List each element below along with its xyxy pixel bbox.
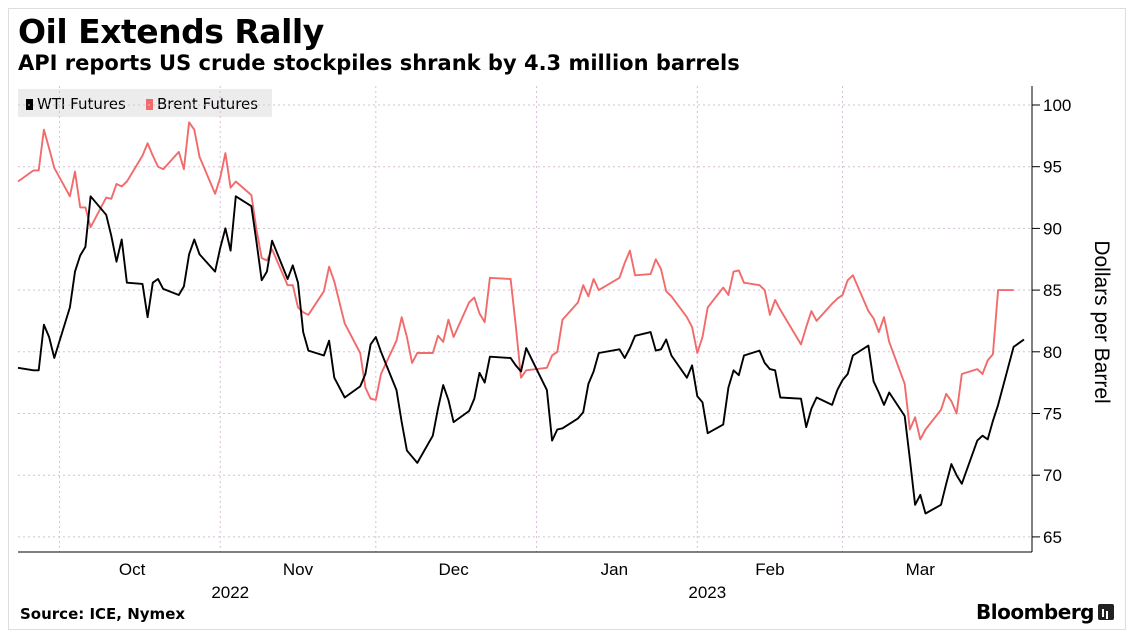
y-tick-label: 90: [1043, 219, 1062, 238]
x-tick-label: Nov: [283, 560, 314, 579]
brand-name: Bloomberg: [976, 600, 1094, 624]
y-tick-label: 75: [1043, 405, 1062, 424]
bloomberg-logo: Bloomberg: [976, 600, 1114, 624]
x-tick-label: Jan: [601, 560, 628, 579]
x-tick-label: Dec: [438, 560, 469, 579]
bloomberg-icon: [1098, 604, 1114, 620]
chart-subtitle: API reports US crude stockpiles shrank b…: [18, 51, 740, 75]
x-axis: Oct Nov Dec Jan Feb Mar 2022 2023: [18, 551, 1032, 602]
x-tick-label: Oct: [119, 560, 146, 579]
gridlines: [18, 86, 1032, 552]
y-tick-label: 80: [1043, 343, 1062, 362]
x-tick-label: Mar: [906, 560, 936, 579]
source-note: Source: ICE, Nymex: [20, 605, 186, 623]
series-line-wti: [17, 195, 1025, 515]
x-tick-label: Feb: [755, 560, 784, 579]
series-line-brent: [17, 121, 1014, 441]
legend-label-brent: Brent Futures: [157, 95, 259, 113]
chart-frame: [8, 8, 1126, 630]
y-tick-label: 100: [1043, 96, 1071, 115]
y-tick-label: 70: [1043, 466, 1062, 485]
y-axis: 65 70 75 80 85 90 95 100: [1031, 86, 1071, 552]
y-axis-label: Dollars per Barrel: [1090, 240, 1113, 403]
x-year-label: 2022: [211, 583, 249, 602]
chart-title: Oil Extends Rally: [18, 12, 324, 51]
x-year-label: 2023: [688, 583, 726, 602]
y-tick-label: 85: [1043, 281, 1062, 300]
series-lines: [17, 121, 1025, 515]
legend-label-wti: WTI Futures: [37, 95, 126, 113]
y-tick-label: 65: [1043, 528, 1062, 547]
y-tick-label: 95: [1043, 158, 1062, 177]
